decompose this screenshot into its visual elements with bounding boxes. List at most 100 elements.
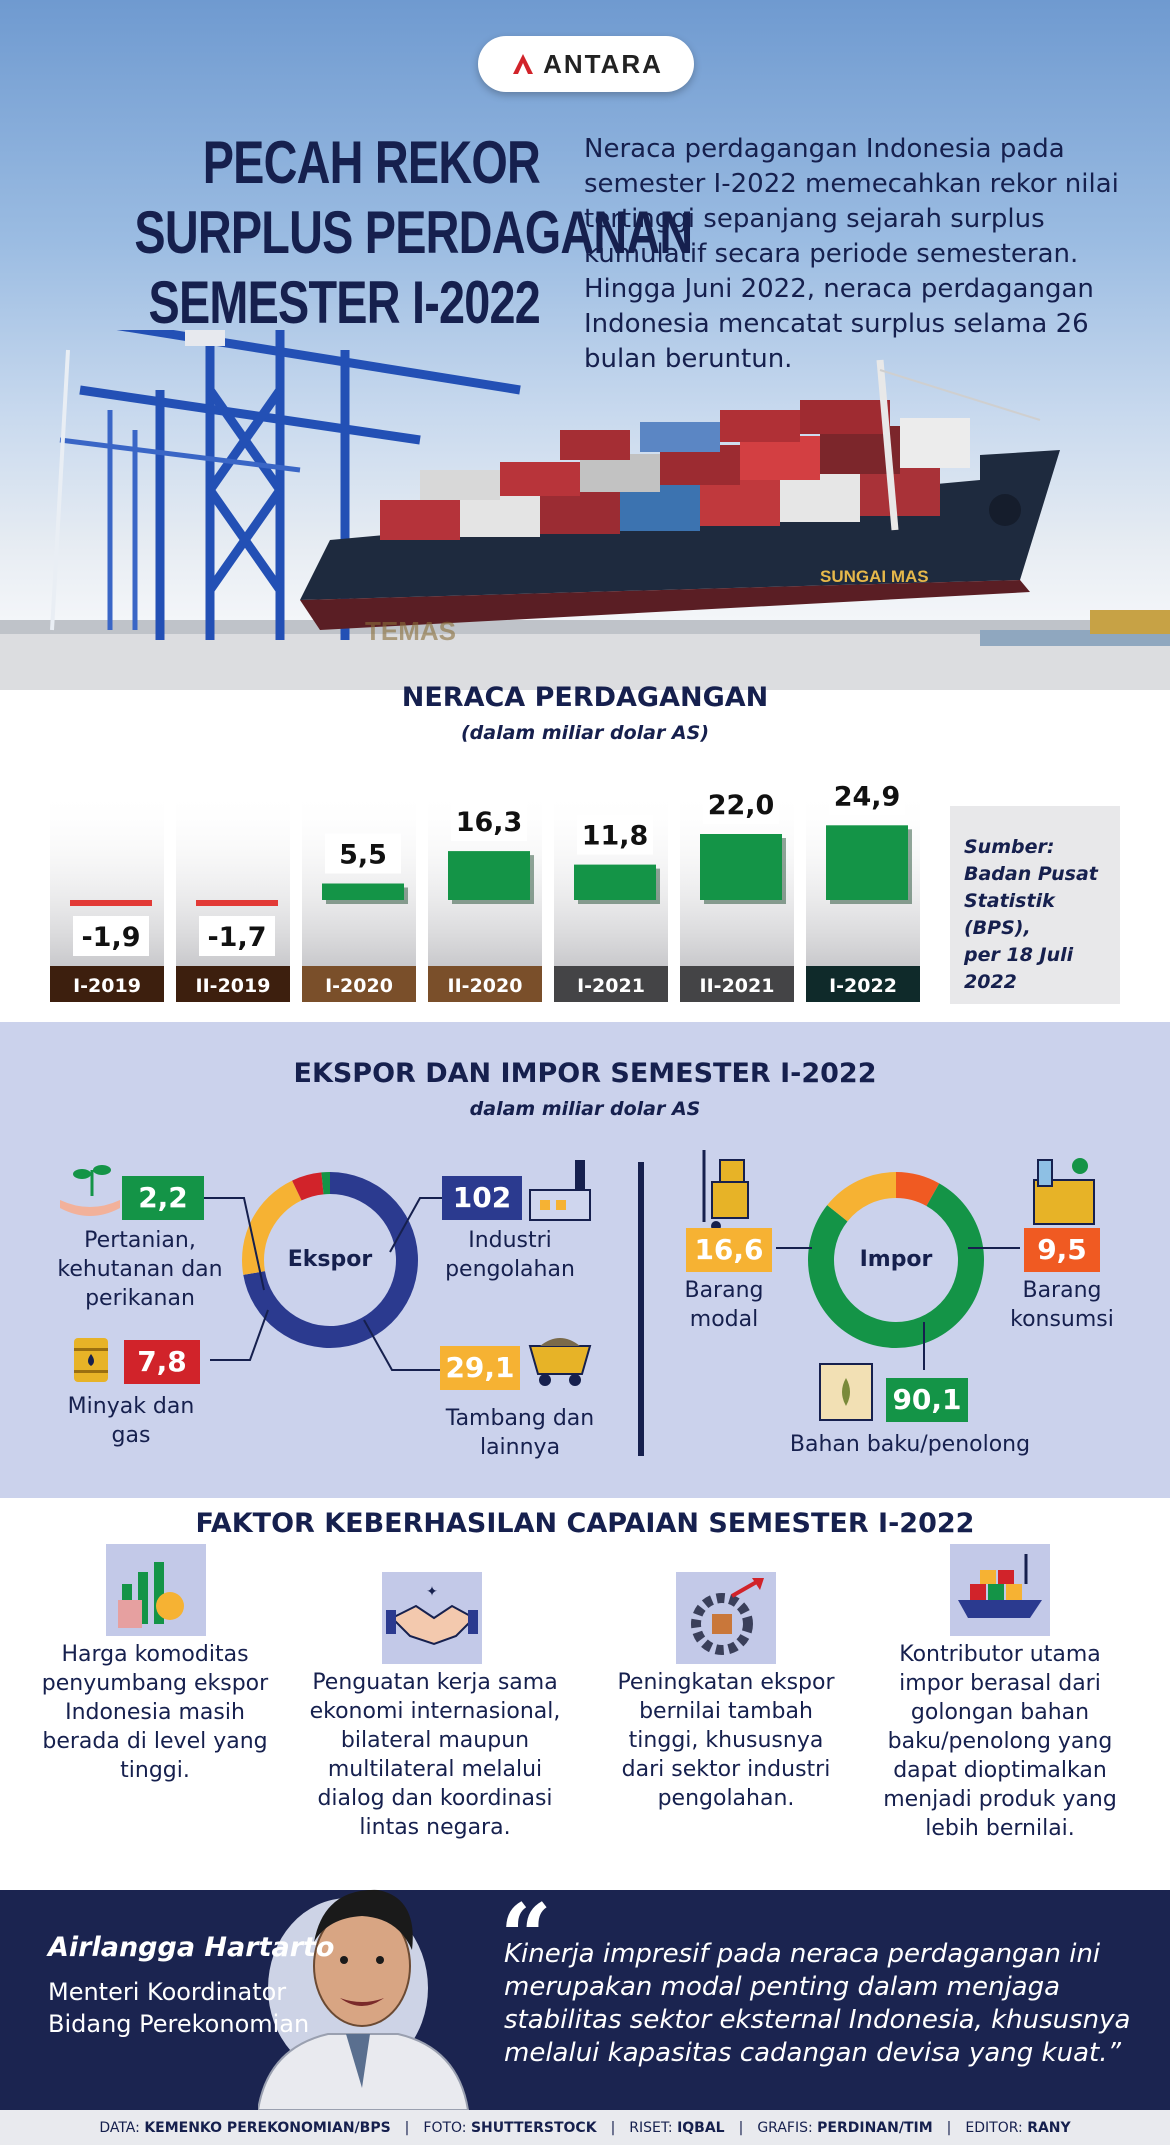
source-line-4: per 18 Juli bbox=[964, 944, 1074, 966]
cargo-ship-icon bbox=[950, 1544, 1050, 1636]
bar bbox=[700, 834, 782, 900]
bahan-baku-value: 90,1 bbox=[886, 1378, 968, 1422]
port-scene-illustration: SUNGAI MAS TEMAS bbox=[0, 330, 1170, 690]
oil-barrel-icon bbox=[74, 1338, 108, 1382]
bar-category-bg bbox=[302, 966, 416, 1002]
industri-label: Industri pengolahan bbox=[445, 1228, 575, 1282]
credit-riset: RISET: IQBAL bbox=[629, 2119, 725, 2136]
ekspor-impor-subtitle: dalam miliar dolar AS bbox=[469, 1098, 701, 1120]
raw-material-package-icon bbox=[819, 1363, 873, 1421]
pertanian-value: 2,2 bbox=[122, 1176, 204, 1220]
migas-label: Minyak dan gas bbox=[67, 1394, 195, 1448]
bar-value-label: 16,3 bbox=[456, 807, 523, 838]
neraca-bar-chart: I-2019 -1,9 II-2019 -1,7 I-2020 5,5 II-2020 16,… bbox=[50, 775, 920, 1002]
bar-category-bg bbox=[428, 966, 542, 1002]
credits-footer: DATA: KEMENKO PEREKONOMIAN/BPS | FOTO: S… bbox=[0, 2110, 1170, 2145]
bar-value-bg bbox=[73, 916, 149, 956]
bar-category-label: II-2021 bbox=[700, 975, 775, 997]
bar-category-label: I-2019 bbox=[73, 975, 141, 997]
barang-konsumsi-label: Barang konsumsi bbox=[1010, 1278, 1114, 1332]
hero-banner: SUNGAI MAS TEMAS bbox=[0, 0, 1170, 690]
antara-logo: ANTARA bbox=[478, 36, 694, 92]
bar-category-label: II-2020 bbox=[448, 975, 523, 997]
bar-category-bg bbox=[806, 966, 920, 1002]
impor-donut bbox=[808, 1172, 984, 1348]
title-line-1: PECAH REKOR bbox=[202, 129, 541, 196]
bar bbox=[574, 864, 656, 900]
quote-author-role: Menteri Koordinator Bidang Perekonomian bbox=[48, 1978, 310, 2038]
bar bbox=[196, 900, 278, 906]
mining-cart-icon bbox=[528, 1338, 592, 1386]
factory-icon bbox=[529, 1160, 591, 1221]
bar-value-bg bbox=[325, 833, 401, 874]
handshake-icon: ✦ bbox=[382, 1572, 482, 1664]
source-box: Sumber: Badan Pusat Statistik (BPS), per… bbox=[950, 806, 1120, 1004]
bar-category-label: I-2022 bbox=[829, 975, 897, 997]
barang-konsumsi-value: 9,5 bbox=[1024, 1228, 1100, 1272]
tambang-label: Tambang dan lainnya bbox=[445, 1406, 595, 1460]
source-line-1: Sumber: bbox=[964, 836, 1055, 858]
page-title: PECAH REKOR SURPLUS PERDAGANAN SEMESTER … bbox=[134, 128, 693, 338]
logo-text: ANTARA bbox=[543, 48, 663, 79]
source-line-2: Badan Pusat bbox=[964, 863, 1098, 885]
donut-slice bbox=[321, 1172, 330, 1195]
title-line-2: SURPLUS PERDAGANAN bbox=[134, 199, 693, 266]
antara-logo-mark bbox=[513, 54, 534, 74]
donut-slice bbox=[292, 1172, 324, 1201]
bar-value-bg bbox=[199, 916, 275, 956]
barang-modal-value: 16,6 bbox=[686, 1228, 772, 1272]
bar-column-bg bbox=[302, 790, 416, 966]
pertanian-label: Pertanian, kehutanan dan perikanan bbox=[57, 1228, 223, 1311]
bar-category-label: I-2020 bbox=[325, 975, 393, 997]
hero-description: Neraca perdagangan Indonesia pada semest… bbox=[584, 134, 1119, 374]
bar-category-bg bbox=[176, 966, 290, 1002]
source-line-5: 2022 bbox=[964, 971, 1017, 993]
bar-value-bg bbox=[829, 775, 905, 816]
credit-foto: FOTO: SHUTTERSTOCK bbox=[423, 2119, 597, 2136]
donut-slice bbox=[827, 1172, 896, 1222]
quote-author-name: Airlangga Hartarto bbox=[48, 1932, 335, 1963]
bar-category-bg bbox=[554, 966, 668, 1002]
hand-truck-boxes-icon bbox=[702, 1150, 749, 1231]
source-line-3: Statistik (BPS), bbox=[964, 890, 1055, 939]
svg-text:✦: ✦ bbox=[426, 1584, 438, 1600]
credit-grafis: GRAFIS: PERDINAN/TIM bbox=[757, 2119, 933, 2136]
faktor-4-text: Kontributor utama impor berasal dari gol… bbox=[883, 1642, 1117, 1841]
ekspor-impor-title: EKSPOR DAN IMPOR SEMESTER I-2022 bbox=[293, 1058, 877, 1089]
tambang-value: 29,1 bbox=[440, 1346, 520, 1390]
bar-value-bg bbox=[451, 801, 527, 842]
faktor-2-text: Penguatan kerja sama ekonomi internasion… bbox=[309, 1670, 561, 1840]
barang-modal-label: Barang modal bbox=[684, 1278, 764, 1332]
bar-category-label: II-2019 bbox=[196, 975, 271, 997]
donut-slice bbox=[808, 1183, 984, 1348]
bar-value-bg bbox=[703, 784, 779, 824]
bar bbox=[322, 883, 404, 900]
neraca-subtitle: (dalam miliar dolar AS) bbox=[460, 722, 710, 744]
grocery-bag-icon bbox=[1033, 1158, 1095, 1225]
faktor-1-text: Harga komoditas penyumbang ekspor Indone… bbox=[41, 1642, 269, 1783]
bar-category-label: I-2021 bbox=[577, 975, 645, 997]
bar bbox=[70, 900, 152, 906]
bar-value-label: 5,5 bbox=[339, 840, 387, 871]
gear-growth-icon bbox=[676, 1572, 776, 1664]
quote-section bbox=[0, 1890, 1170, 2110]
donut-slice bbox=[242, 1180, 302, 1275]
ekspor-impor-donuts: Ekspor Impor bbox=[60, 1150, 1095, 1456]
quote-mark-icon: “ bbox=[500, 1884, 552, 1990]
commodity-price-chart-icon bbox=[106, 1544, 206, 1636]
bar-value-label: 11,8 bbox=[582, 821, 649, 852]
plant-in-hand-icon bbox=[60, 1165, 120, 1216]
bar-value-bg bbox=[577, 814, 653, 855]
faktor-title: FAKTOR KEBERHASILAN CAPAIAN SEMESTER I-2… bbox=[195, 1508, 975, 1539]
bar bbox=[448, 851, 530, 900]
ekspor-donut bbox=[242, 1172, 419, 1348]
bar-value-label: -1,9 bbox=[81, 922, 140, 953]
ship-name-label: SUNGAI MAS bbox=[820, 567, 929, 586]
faktor-3-text: Peningkatan ekspor bernilai tambah tingg… bbox=[617, 1670, 835, 1811]
bahan-baku-label: Bahan baku/penolong bbox=[789, 1432, 1031, 1457]
minister-portrait bbox=[258, 1889, 470, 2110]
donut-slice bbox=[896, 1172, 940, 1207]
quote-text: Kinerja impresif pada neraca perdagangan… bbox=[504, 1939, 1131, 2068]
title-line-3: SEMESTER I-2022 bbox=[148, 269, 541, 336]
bar-value-label: -1,7 bbox=[207, 922, 266, 953]
